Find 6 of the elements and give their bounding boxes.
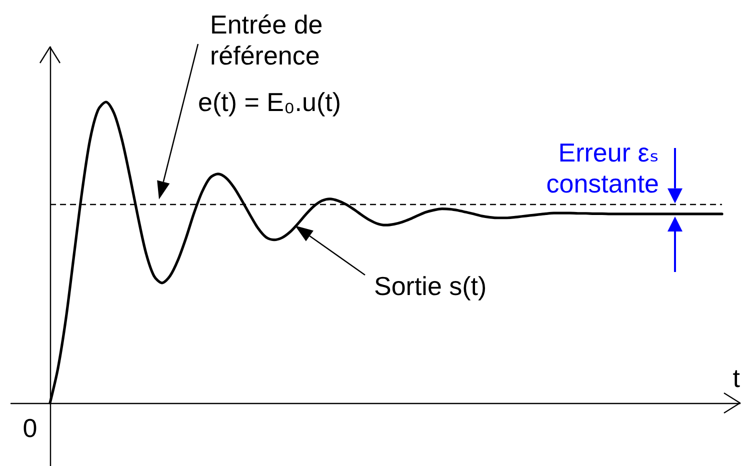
- ref-line-label: Entrée de référence: [210, 10, 323, 70]
- annotation: e(t) = E₀.u(t): [198, 87, 341, 117]
- annotation: Sortie s(t): [374, 271, 487, 301]
- text: 0: [22, 413, 38, 443]
- x-axis-title: t: [732, 363, 741, 393]
- annotation: Erreur εₛ constante: [546, 138, 659, 198]
